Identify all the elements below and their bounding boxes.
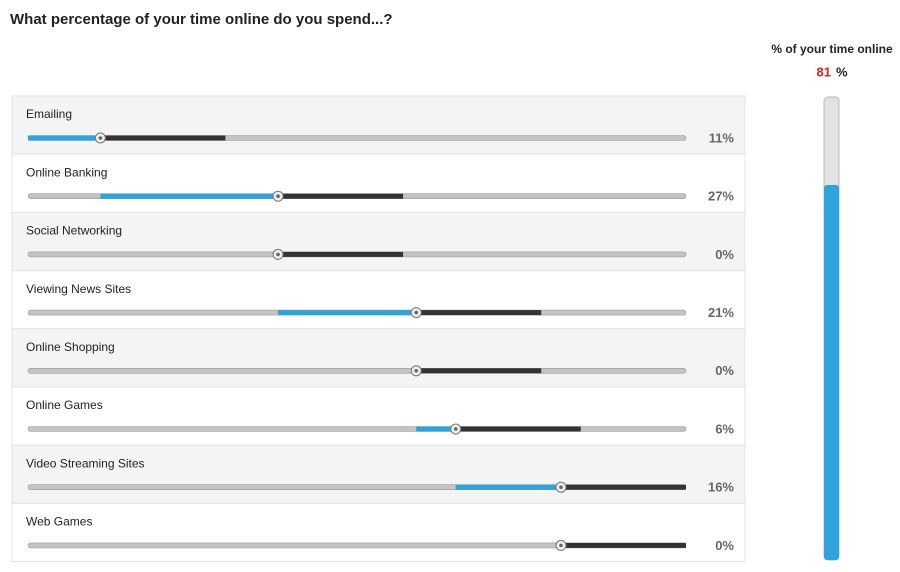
row-background	[11, 211, 746, 272]
row-background	[11, 153, 746, 213]
row-background	[11, 386, 746, 446]
row-label: Web Games	[26, 515, 92, 529]
slider-track[interactable]	[27, 426, 687, 432]
row-label: Video Streaming Sites	[26, 456, 145, 470]
row-value: 21%	[708, 305, 734, 320]
row-label: Viewing News Sites	[26, 282, 131, 296]
row-background	[11, 328, 746, 388]
row-label: Social Networking	[26, 224, 122, 238]
slider-knob-dot	[276, 252, 280, 257]
row-value: 6%	[715, 421, 734, 436]
slider-remaining	[416, 310, 542, 316]
row-background	[11, 270, 746, 330]
total-label: % of your time online	[771, 42, 893, 56]
slider-track[interactable]	[27, 367, 687, 374]
slider-remaining	[455, 426, 581, 432]
row-background	[11, 444, 746, 504]
row-value: 16%	[708, 480, 734, 495]
slider-remaining	[560, 484, 686, 490]
slider-knob-dot	[559, 485, 563, 490]
slider-value	[455, 484, 561, 490]
row-label: Online Games	[26, 398, 103, 412]
slider-remaining	[278, 193, 404, 199]
slider-remaining	[560, 542, 686, 548]
total-fill	[824, 184, 839, 560]
slider-knob-dot	[276, 194, 280, 198]
row-value: 0%	[715, 247, 734, 262]
row-label: Online Banking	[26, 165, 107, 179]
row-value: 0%	[715, 363, 734, 378]
slider-knob-dot	[414, 369, 419, 373]
slider-knob-dot	[98, 136, 103, 140]
slider-knob-dot	[453, 427, 458, 431]
slider-value	[100, 193, 279, 199]
row-value: 27%	[708, 189, 734, 204]
total-value: 81	[817, 64, 831, 79]
slider-remaining	[416, 368, 542, 374]
slider-value	[278, 310, 417, 316]
slider-remaining	[100, 135, 226, 141]
row-value: 0%	[715, 538, 734, 553]
slider-knob-dot	[559, 543, 563, 548]
title: What percentage of your time online do y…	[10, 11, 393, 28]
slider-value	[28, 135, 101, 141]
total-unit: %	[836, 64, 848, 79]
slider-value	[416, 426, 456, 432]
row-value: 11%	[709, 130, 735, 145]
row-label: Online Shopping	[26, 340, 115, 354]
row-label: Emailing	[26, 107, 72, 121]
row-background	[11, 502, 746, 563]
row-background	[11, 95, 746, 155]
slider-remaining	[278, 251, 404, 257]
slider-knob-dot	[414, 310, 419, 315]
